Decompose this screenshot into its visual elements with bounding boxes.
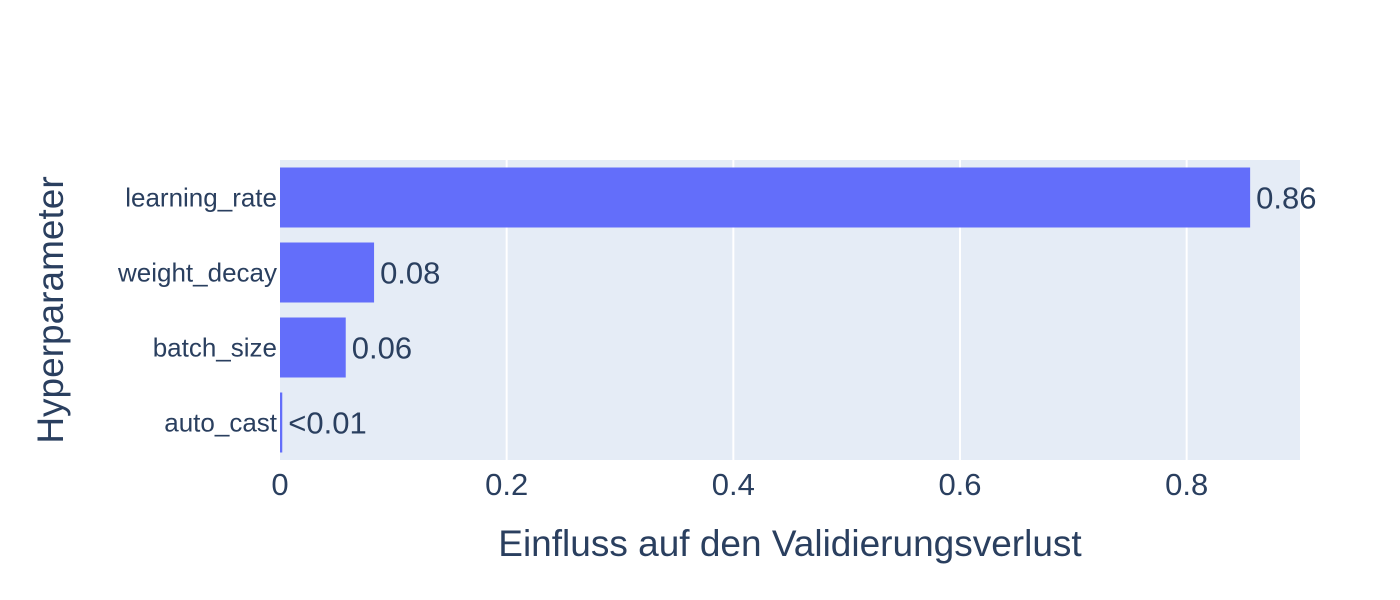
x-tick-label: 0.2 <box>485 467 528 502</box>
data-label: 0.06 <box>352 331 412 366</box>
bar-auto-cast <box>280 392 283 453</box>
y-tick-label: learning_rate <box>125 183 277 213</box>
bars <box>280 167 1251 453</box>
x-tick-label: 0 <box>271 467 288 502</box>
x-axis-title: Einfluss auf den Validierungsverlust <box>498 523 1082 564</box>
bar-batch-size <box>280 317 346 378</box>
x-tick-label: 0.6 <box>938 467 981 502</box>
x-tick-label: 0.4 <box>712 467 755 502</box>
bar-weight-decay <box>280 242 375 303</box>
y-tick-label: auto_cast <box>164 408 278 438</box>
bar-learning-rate <box>280 167 1251 228</box>
data-labels: 0.86 0.08 0.06 <0.01 <box>288 181 1316 441</box>
y-tick-label: weight_decay <box>117 258 277 288</box>
y-tick-labels: learning_rate weight_decay batch_size auto_… <box>117 183 278 438</box>
data-label: 0.86 <box>1256 181 1316 216</box>
y-axis-title: Hyperparameter <box>30 176 71 443</box>
y-tick-label: batch_size <box>153 333 277 363</box>
data-label: 0.08 <box>380 256 440 291</box>
data-label: <0.01 <box>288 406 366 441</box>
x-tick-label: 0.8 <box>1165 467 1208 502</box>
x-tick-labels: 0 0.2 0.4 0.6 0.8 <box>271 467 1208 502</box>
